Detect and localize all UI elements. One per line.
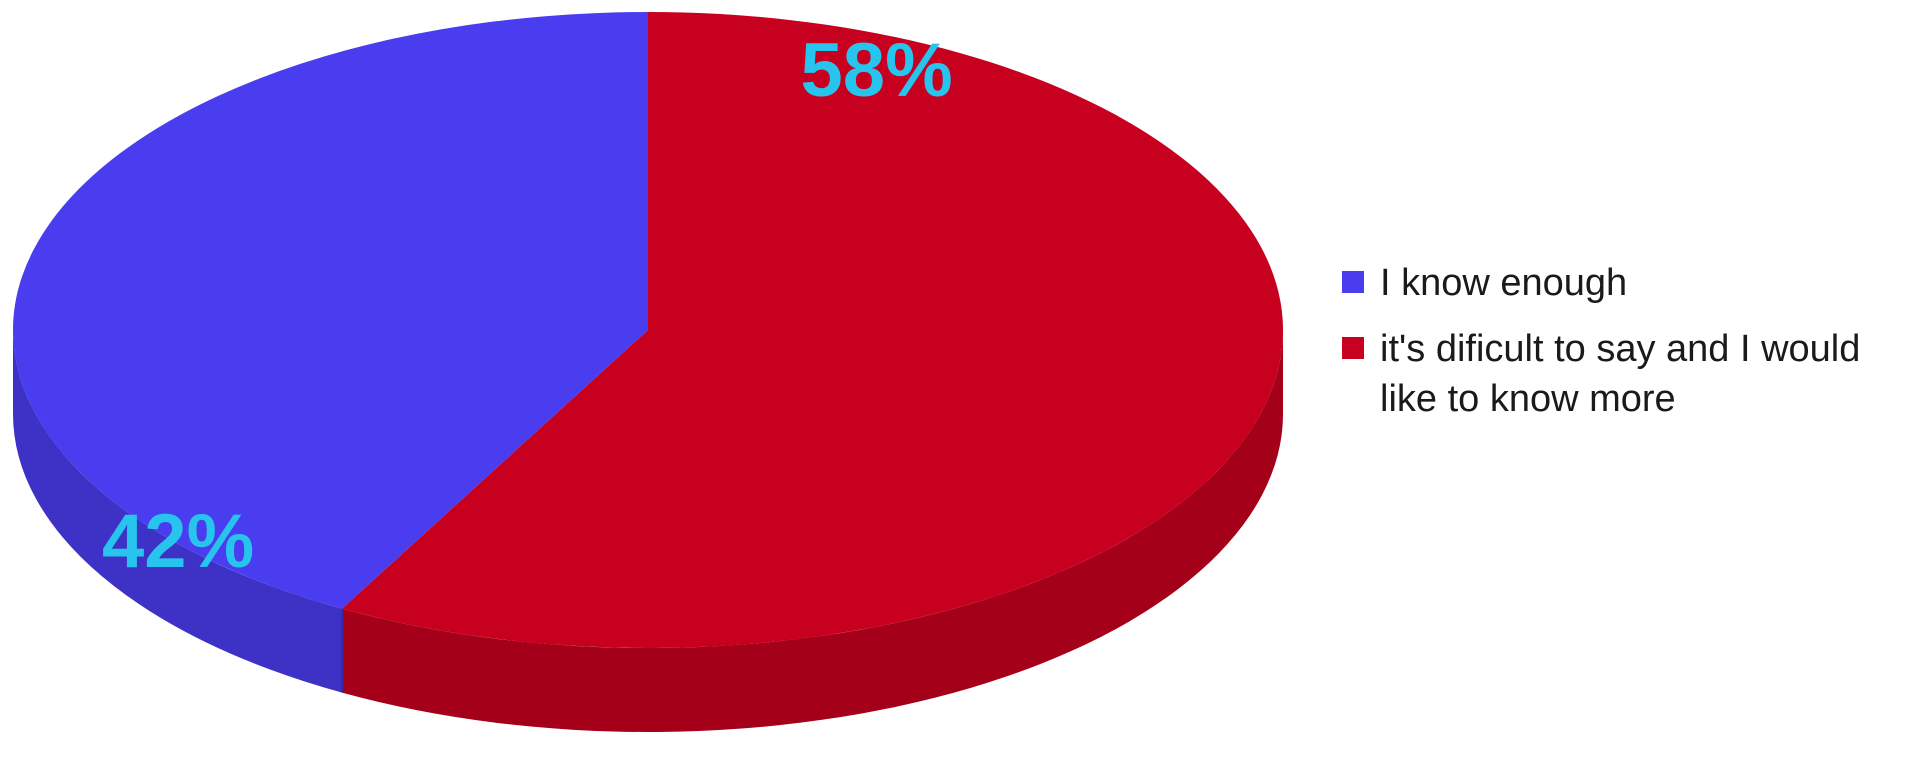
legend-label-know-more: it's dificult to say and I would like to…: [1380, 328, 1861, 420]
pie-side-know-enough: [13, 330, 343, 693]
legend-label-know-enough: I know enough: [1380, 262, 1628, 304]
legend-item-know-enough: I know enough: [1342, 258, 1922, 308]
pie-side-know-more: [342, 330, 1283, 732]
data-label-know-more: 58%: [801, 28, 953, 113]
legend-item-know-more: it's dificult to say and I would like to…: [1342, 324, 1922, 424]
pie-slice-know-more: [342, 12, 1283, 648]
legend-swatch-know-more: [1342, 337, 1364, 359]
legend-swatch-know-enough: [1342, 271, 1364, 293]
pie-slice-know-enough: [12, 12, 649, 609]
data-label-know-enough: 42%: [102, 499, 254, 584]
legend: I know enough it's dificult to say and I…: [1342, 258, 1922, 440]
